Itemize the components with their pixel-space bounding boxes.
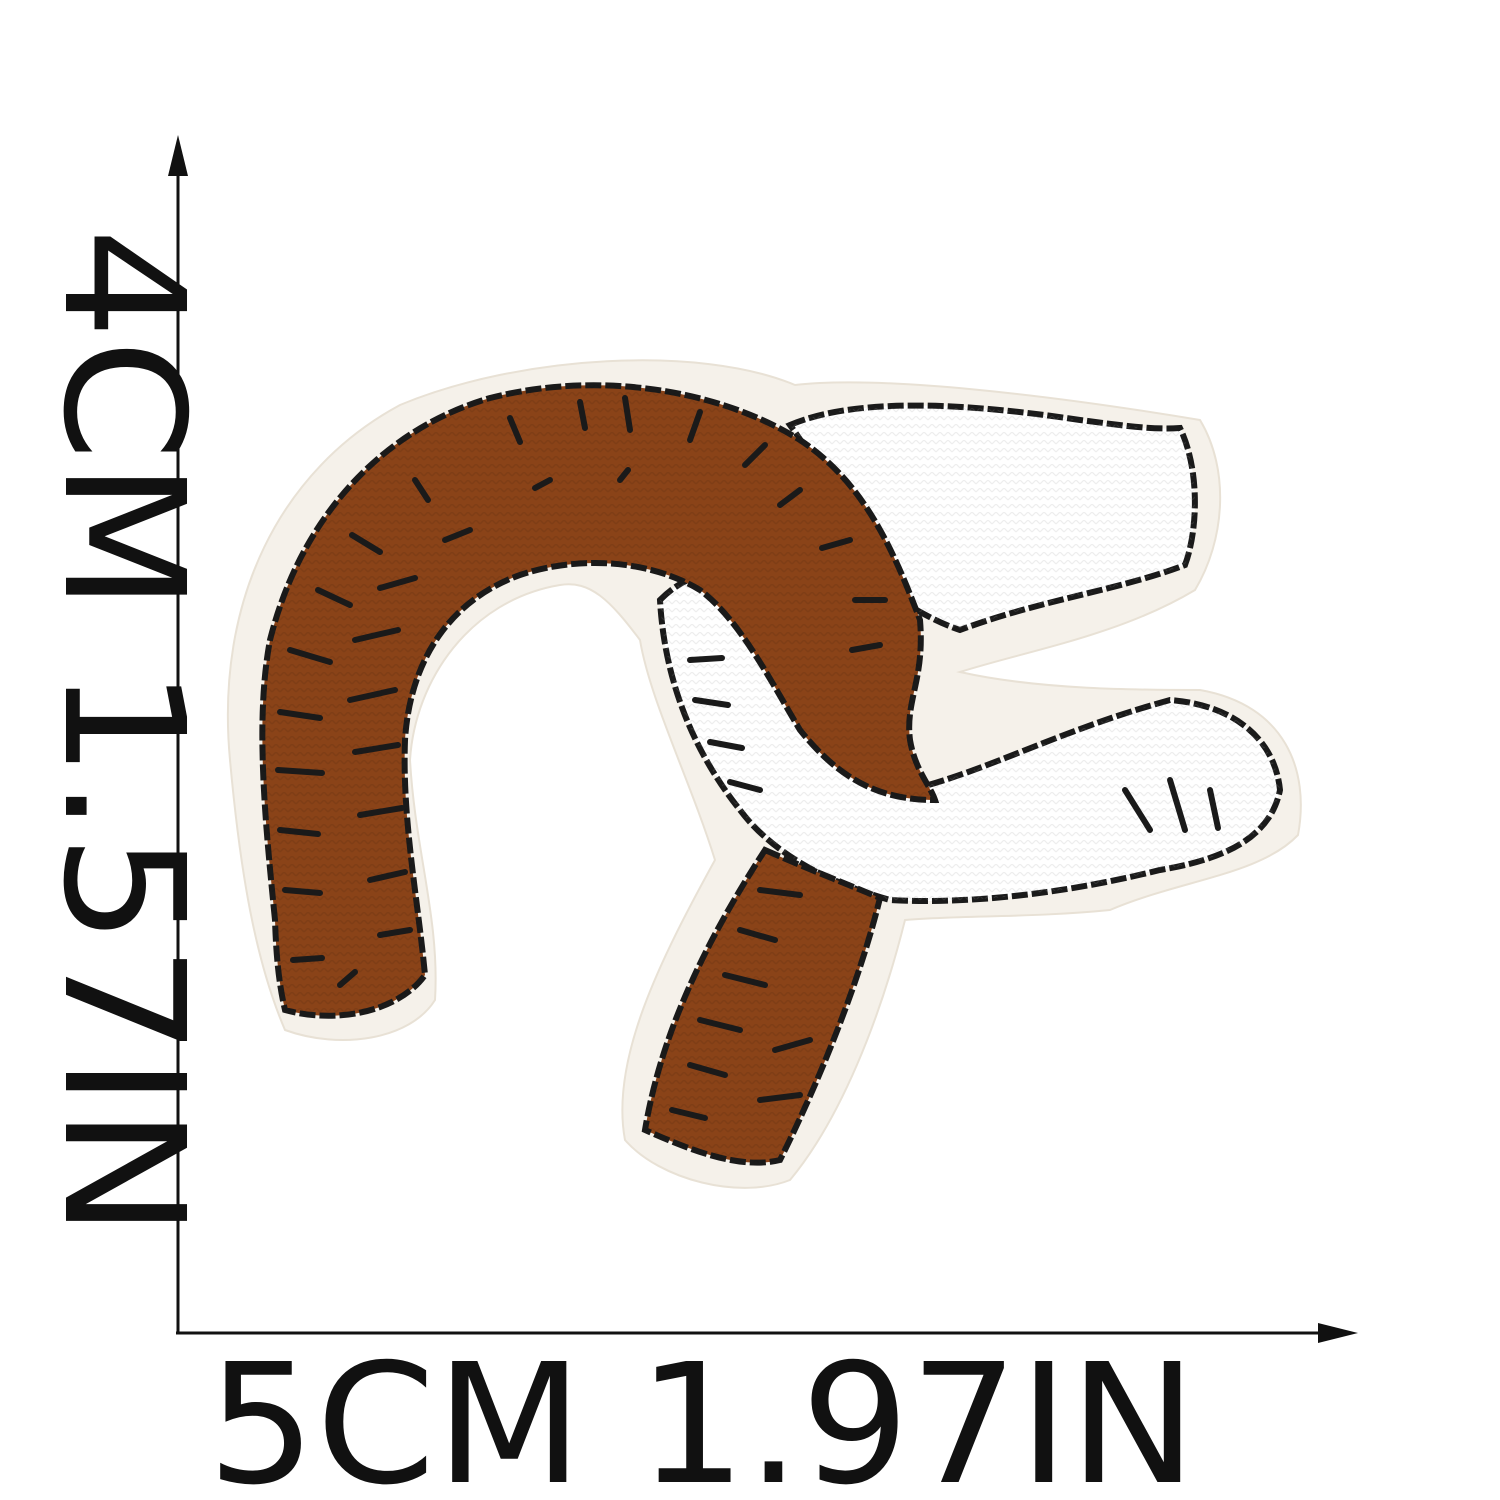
horizontal-dimension-arrow <box>176 1323 1358 1343</box>
width-label: 5CM 1.97IN <box>207 1329 1197 1500</box>
brown-stitch-marks <box>275 395 888 988</box>
horseshoe-patch-icon <box>226 359 1302 1189</box>
vertical-dimension-arrow <box>168 135 188 1333</box>
leg-stitch-marks <box>669 887 813 1121</box>
height-label: 4CM 1.57IN <box>26 228 219 1238</box>
white-stitch-marks <box>687 655 1221 833</box>
